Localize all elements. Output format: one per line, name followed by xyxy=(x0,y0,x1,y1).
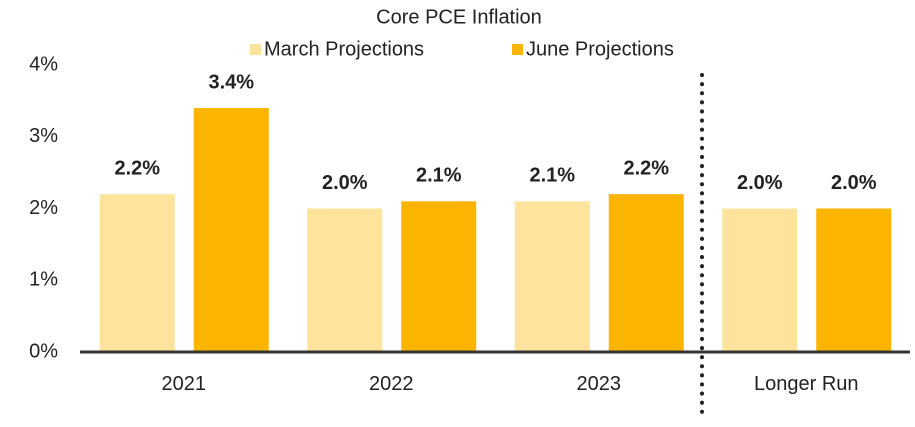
x-tick-label: 2021 xyxy=(161,373,207,395)
data-label: 3.4% xyxy=(208,71,254,93)
y-tick-label: 1% xyxy=(29,269,58,291)
bar xyxy=(514,201,590,352)
legend-label: March Projections xyxy=(264,38,424,60)
chart-title: Core PCE Inflation xyxy=(376,6,542,28)
y-tick-label: 3% xyxy=(29,125,58,147)
x-tick-label: 2022 xyxy=(369,373,414,395)
bar xyxy=(816,208,892,352)
data-label: 2.2% xyxy=(114,157,160,179)
data-label: 2.0% xyxy=(322,172,368,194)
bar xyxy=(722,208,798,352)
bar xyxy=(99,194,175,352)
data-label: 2.1% xyxy=(416,165,462,187)
bar xyxy=(608,194,684,352)
y-tick-label: 2% xyxy=(29,197,58,219)
y-tick-label: 4% xyxy=(29,53,58,75)
legend-label: June Projections xyxy=(526,38,674,60)
bar xyxy=(401,201,477,352)
data-label: 2.2% xyxy=(623,157,669,179)
x-tick-label: Longer Run xyxy=(753,373,859,395)
bar xyxy=(193,108,269,352)
legend-swatch xyxy=(250,44,261,55)
x-tick-label: 2023 xyxy=(576,373,622,395)
data-label: 2.1% xyxy=(529,165,575,187)
data-label: 2.0% xyxy=(831,172,877,194)
legend-swatch xyxy=(512,44,523,55)
y-tick-label: 0% xyxy=(29,340,58,362)
bar xyxy=(307,208,383,352)
data-label: 2.0% xyxy=(737,172,783,194)
